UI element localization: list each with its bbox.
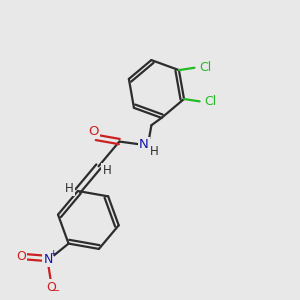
Text: H: H [102, 164, 111, 177]
Text: O: O [88, 125, 99, 138]
Text: H: H [65, 182, 74, 195]
Text: N: N [43, 253, 53, 266]
Text: +: + [50, 249, 57, 258]
Text: H: H [150, 145, 158, 158]
Text: Cl: Cl [204, 95, 217, 109]
Text: Cl: Cl [199, 61, 212, 74]
Text: O: O [16, 250, 26, 263]
Text: −: − [52, 286, 60, 296]
Text: N: N [139, 138, 149, 151]
Text: O: O [46, 280, 56, 293]
